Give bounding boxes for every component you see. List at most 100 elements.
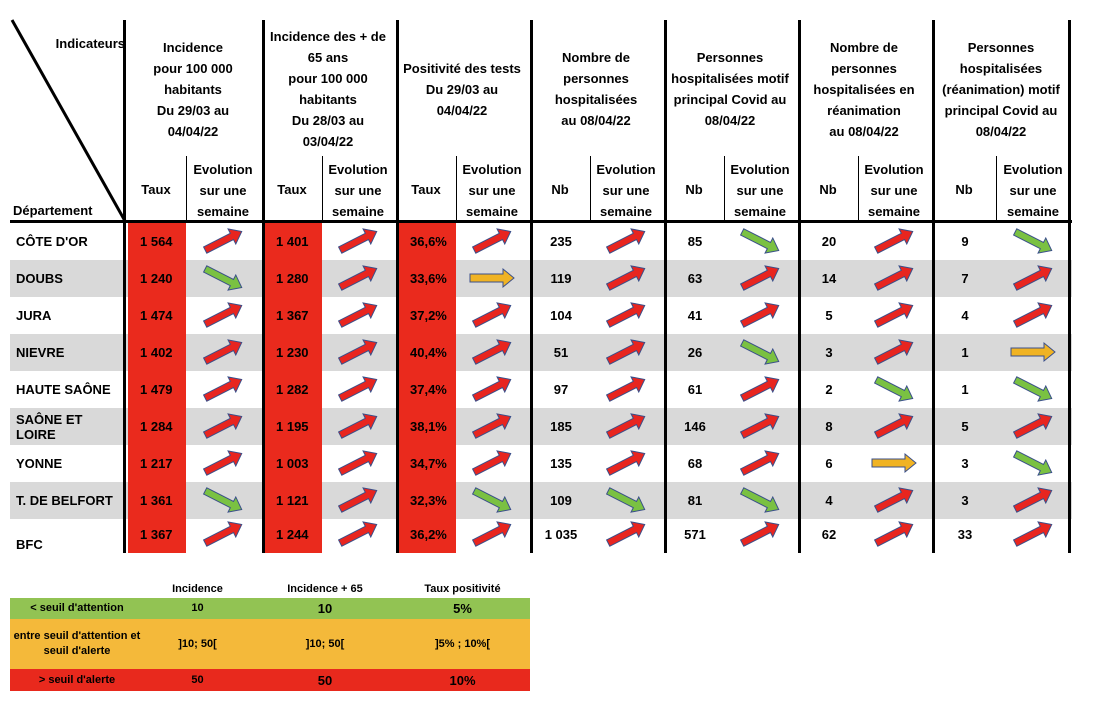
trend-down-arrow-icon [739,228,780,254]
header-text-line: semaine [465,204,519,219]
legend-header: Taux positivité [424,582,501,595]
header-text-line: Du 29/03 au [425,81,499,97]
header-text-line: Du 29/03 au [156,102,230,118]
arrow-shape [605,265,646,291]
arrow-shape [202,413,243,439]
indicator-value: 146 [684,419,706,434]
trend-arrow-cell [1008,521,1058,547]
alert-column-bg [398,223,456,553]
indicator-value: 1 479 [140,382,173,397]
trend-up-arrow-icon [739,302,780,328]
legend-value: 10% [449,672,476,688]
arrow-shape [337,376,378,402]
trend-arrow-cell [198,413,248,439]
indicator-value: 2 [825,382,833,397]
trend-up-arrow-icon [605,413,646,439]
trend-arrow-cell [601,413,651,439]
arrow-shape [471,228,512,254]
arrow-shape [1012,413,1053,439]
header-text-line: sur une [602,183,650,198]
trend-down-arrow-icon [202,487,243,513]
arrow-shape [873,376,914,402]
header-text-line: sur une [736,183,784,198]
legend-header: Incidence + 65 [287,582,363,595]
header-text-line: Evolution [864,162,924,177]
header-text-line: 04/04/22 [436,102,488,118]
trend-arrow-cell [601,302,651,328]
legend-value: ]10; 50[ [305,637,345,650]
trend-arrow-cell [601,450,651,476]
arrow-shape [471,302,512,328]
arrow-shape [605,302,646,328]
trend-up-arrow-icon [1012,302,1053,328]
department-name: NIEVRE [16,345,65,360]
indicator-value: 61 [687,382,703,397]
trend-flat-arrow-icon [469,267,515,289]
trend-up-arrow-icon [471,450,512,476]
trend-arrow-cell [467,376,517,402]
trend-arrow-cell [198,302,248,328]
trend-arrow-cell [1008,339,1058,365]
arrow-shape [605,521,646,547]
trend-arrow-cell [601,487,651,513]
trend-down-arrow-icon [1012,228,1053,254]
indicator-value: 1 401 [276,234,309,249]
header-text-line: principal Covid au [944,102,1058,118]
trend-arrow-cell [601,521,651,547]
column-divider [530,20,533,553]
arrow-shape [1012,302,1053,328]
indicator-value: 38,1% [410,419,447,434]
column-divider [262,20,265,553]
trend-up-arrow-icon [471,302,512,328]
header-text-line: Incidence [163,39,223,55]
trend-arrow-cell [735,339,785,365]
header-text-line: semaine [1006,204,1060,219]
evolution-subheader: Evolution sur une semaine [996,158,1070,222]
diagonal-stroke [10,19,127,222]
arrow-shape [337,487,378,513]
arrow-shape [739,265,780,291]
indicator-value: 1 402 [140,345,173,360]
column-group-header: Incidence pour 100 000 habitants Du 29/03 a… [126,22,260,156]
arrow-shape [471,376,512,402]
indicator-value: 37,2% [410,308,447,323]
legend-value: 50 [317,672,333,688]
value-subheader: Taux [411,182,441,197]
trend-arrow-cell [1008,450,1058,476]
trend-arrow-cell [467,521,517,547]
trend-up-arrow-icon [873,487,914,513]
legend-value: 50 [191,673,204,686]
header-text-line: hospitalisées [959,60,1043,76]
column-divider [396,20,399,553]
arrow-shape [1012,521,1053,547]
trend-up-arrow-icon [337,376,378,402]
header-text-line: personnes [831,60,897,76]
arrow-shape [873,413,914,439]
arrow-shape [1012,450,1053,476]
trend-flat-arrow-icon [1010,341,1056,363]
department-name: JURA [16,308,52,323]
header-text-line: hospitalisées motif [671,71,789,86]
trend-arrow-cell [735,413,785,439]
departement-label: Département [13,203,93,218]
header-text-line: hospitalisées [554,92,638,107]
indicator-value: 37,4% [410,382,447,397]
legend-label: entre seuil d'attention et seuil d'alert… [13,630,141,657]
arrow-shape [469,267,515,289]
indicator-value: 1 240 [140,271,173,286]
trend-arrow-cell [601,339,651,365]
trend-arrow-cell [333,521,383,547]
trend-arrow-cell [333,265,383,291]
arrow-shape [739,413,780,439]
header-text-line: Evolution [193,162,253,177]
indicator-value: 1 121 [276,493,309,508]
trend-arrow-cell [198,450,248,476]
header-text-line: Personnes [967,39,1035,55]
indicator-value: 1 [961,345,969,360]
indicator-value: 1 217 [140,456,173,471]
trend-arrow-cell [467,302,517,328]
header-text-line: semaine [331,204,385,219]
trend-arrow-cell [1008,265,1058,291]
header-text-line: sur une [468,183,516,198]
trend-up-arrow-icon [471,413,512,439]
